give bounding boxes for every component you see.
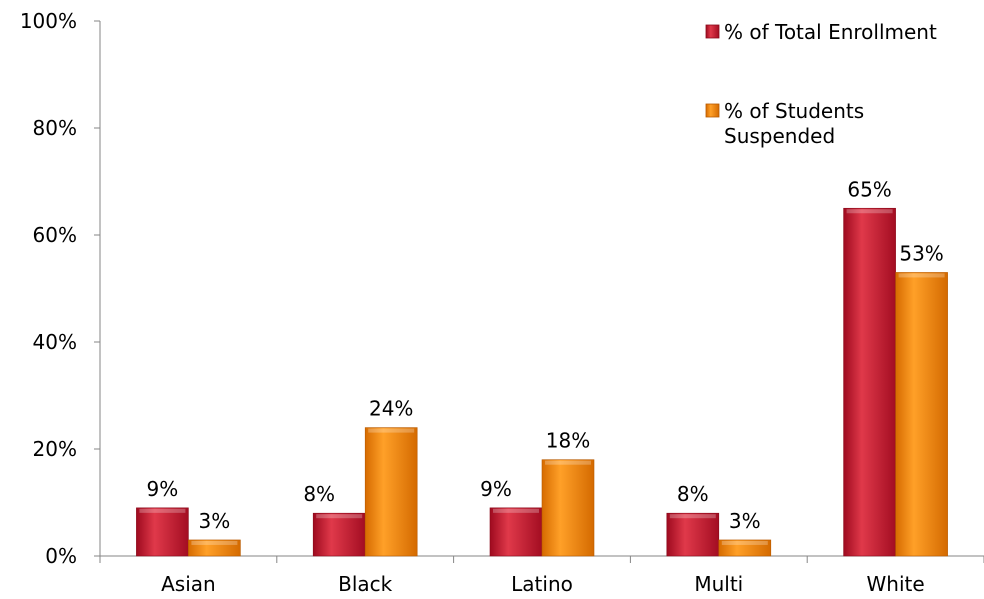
legend-swatch <box>705 103 720 118</box>
data-label: 53% <box>899 241 943 265</box>
data-label: 8% <box>677 482 709 506</box>
data-label: 9% <box>147 477 179 501</box>
data-label: 18% <box>546 429 590 453</box>
y-tick-label: 40% <box>33 330 77 354</box>
bar-total-enrollment <box>312 512 366 557</box>
legend-item: % of Students Suspended <box>705 99 864 148</box>
data-labels: 9% 3% 8% 24% 9% 18% 8% 3% 65% 53% <box>147 177 944 533</box>
bar-students-suspended <box>541 459 595 557</box>
bar-bevel-highlight <box>669 514 716 519</box>
x-category-label: Asian <box>161 572 216 596</box>
bar-bevel-highlight <box>898 273 945 278</box>
bar-bevel-highlight <box>545 460 591 465</box>
x-category-label: White <box>867 572 925 596</box>
axes: 0% 20% 40% 60% 80% 100% Asian Black Latino Multi W… <box>20 9 984 596</box>
y-tick-label: 60% <box>33 223 77 247</box>
bar-students-suspended <box>895 272 948 557</box>
bars <box>136 207 948 557</box>
data-label: 9% <box>480 477 512 501</box>
data-label: 24% <box>369 397 413 421</box>
data-label: 8% <box>303 482 335 506</box>
data-label: 65% <box>847 177 891 201</box>
data-label: 3% <box>729 509 761 533</box>
bar-bevel-highlight <box>721 540 768 545</box>
legend-label: % of Total Enrollment <box>724 20 937 44</box>
legend-swatch <box>705 24 720 39</box>
y-tick-label: 80% <box>33 116 77 140</box>
x-category-label: Black <box>338 572 393 596</box>
x-category-label: Multi <box>694 572 743 596</box>
bar-bevel-highlight <box>846 209 893 214</box>
x-category-label: Latino <box>511 572 573 596</box>
legend-label: % of Students Suspended <box>724 99 864 148</box>
legend: % of Total Enrollment % of Students Suspen… <box>705 20 937 148</box>
bar-total-enrollment <box>489 507 543 557</box>
bar-bevel-highlight <box>493 508 539 513</box>
bar-bevel-highlight <box>191 540 238 545</box>
legend-item: % of Total Enrollment <box>705 20 937 44</box>
bar-bevel-highlight <box>139 508 186 513</box>
y-tick-label: 0% <box>45 544 77 568</box>
bar-total-enrollment <box>136 507 189 557</box>
bar-total-enrollment <box>666 512 720 557</box>
bar-students-suspended <box>364 427 418 557</box>
data-label: 3% <box>199 509 231 533</box>
bar-students-suspended <box>718 539 772 557</box>
y-tick-label: 100% <box>20 9 77 33</box>
bar-bevel-highlight <box>316 514 363 519</box>
y-tick-label: 20% <box>33 437 77 461</box>
bar-total-enrollment <box>843 207 896 557</box>
bar-bevel-highlight <box>368 428 415 433</box>
bar-students-suspended <box>188 539 241 557</box>
